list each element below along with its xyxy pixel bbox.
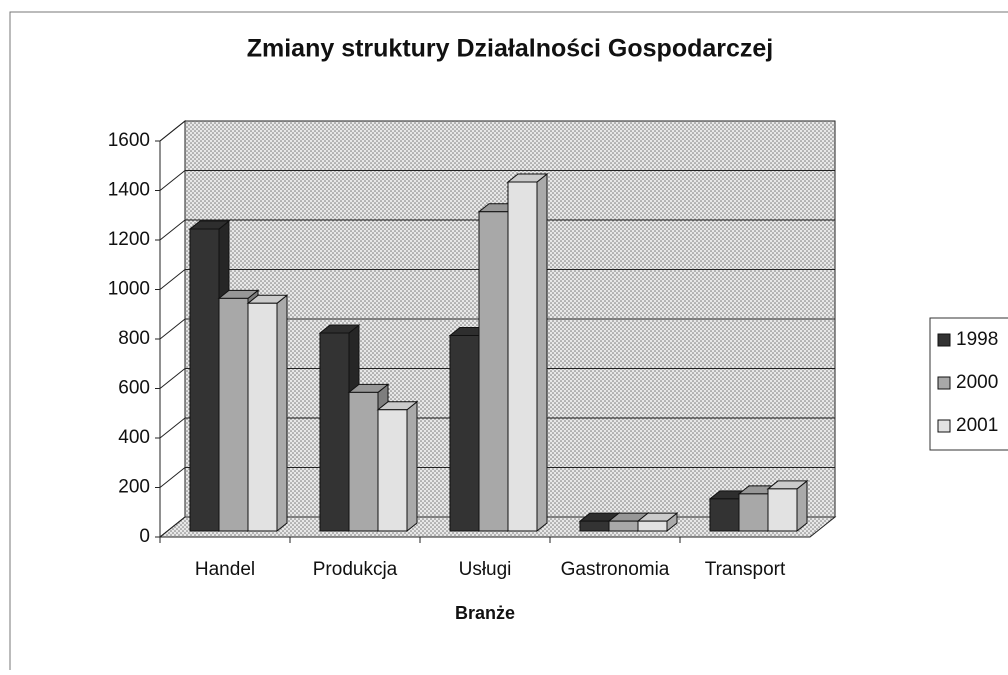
bar-side [796,479,808,533]
bar [636,512,679,533]
y-tick-label: 1200 [108,229,150,250]
legend-swatch [937,333,951,347]
grid-line [159,219,186,241]
legend-label: 2000 [956,372,998,393]
bar-front [709,498,740,532]
bar-front [608,520,639,532]
y-tick-label: 0 [139,526,150,547]
y-tick-label: 1600 [108,130,150,151]
bar [246,294,289,533]
bar-front [348,391,379,532]
bar [766,479,809,533]
grid-line [159,467,186,488]
bar-front [449,334,480,532]
legend-swatch [937,376,951,390]
y-tick-label: 800 [118,328,150,349]
bar-front [507,181,538,532]
bar-front [767,488,798,532]
bar-side [536,172,548,533]
x-tick-label: Handel [195,559,255,580]
bar-side [406,400,418,533]
grid-line [159,170,186,191]
bar-front [579,520,610,532]
x-tick-label: Transport [705,559,786,580]
bar [376,400,419,533]
grid-line [159,318,186,340]
grid-line [159,120,186,142]
bar-front [377,409,408,532]
bar-front [637,520,668,532]
bar [506,172,549,533]
legend-label: 2001 [956,415,998,436]
x-axis-title: Branże [455,603,515,623]
legend-label: 1998 [956,329,998,350]
chart-title: Zmiany struktury Działalności Gospodarcz… [247,35,774,63]
y-tick-label: 200 [118,477,150,498]
bar-side [276,294,288,533]
x-tick-label: Produkcja [313,559,398,580]
grid-line [159,417,186,439]
grid-line [159,269,186,290]
grid-line [159,516,186,538]
bar-front [218,297,249,532]
bar-front [247,302,278,532]
y-tick-label: 1000 [108,279,150,300]
bar-front [319,332,350,532]
bar-front [189,228,220,532]
legend-swatch [937,419,951,433]
y-tick-label: 400 [118,427,150,448]
y-tick-label: 600 [118,378,150,399]
bar-front [478,211,509,532]
x-tick-label: Usługi [459,559,512,580]
x-tick-label: Gastronomia [561,559,670,580]
y-tick-label: 1400 [108,180,150,201]
bar-front [738,493,769,532]
grid-line [159,368,186,389]
